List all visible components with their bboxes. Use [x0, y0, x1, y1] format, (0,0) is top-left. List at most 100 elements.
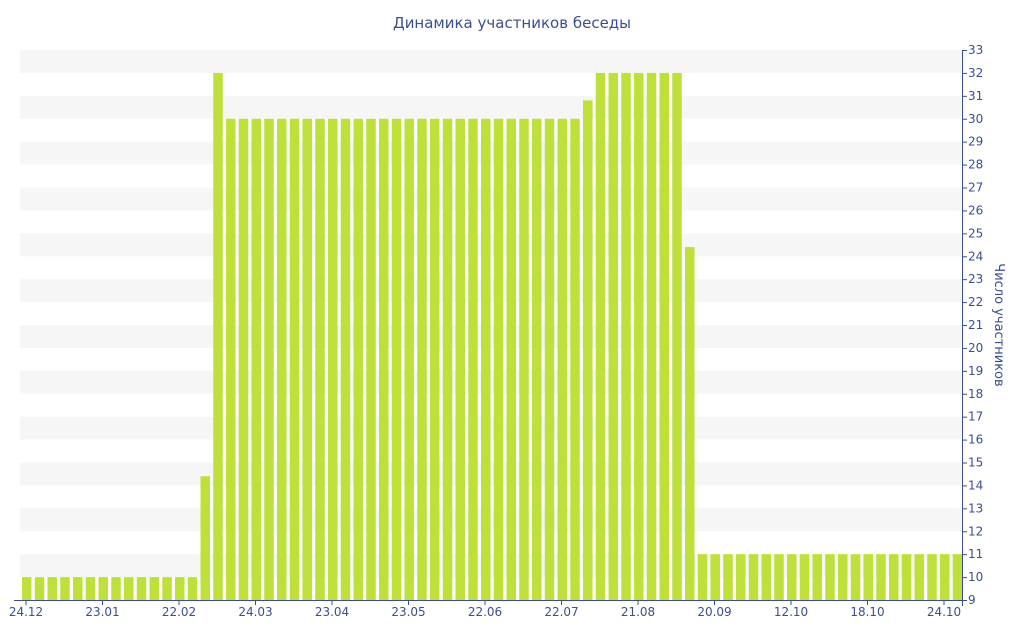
bar	[799, 554, 810, 600]
bar	[927, 554, 937, 600]
bar	[404, 118, 414, 600]
bar	[340, 118, 351, 600]
x-tick-label: 22.06	[468, 605, 502, 619]
y-tick-label: 16	[968, 433, 983, 447]
bar	[646, 72, 657, 601]
bar	[952, 554, 963, 600]
y-tick-label: 25	[968, 226, 983, 240]
bar	[685, 247, 695, 600]
grid-band	[20, 508, 962, 532]
y-tick-label: 12	[968, 524, 983, 538]
grid-band	[20, 233, 962, 257]
bar	[34, 577, 45, 600]
bar	[697, 554, 708, 600]
y-tick-label: 13	[968, 501, 983, 515]
y-tick-label: 33	[968, 43, 983, 57]
bar	[914, 554, 924, 600]
y-tick-label: 28	[968, 158, 983, 172]
bar	[863, 554, 873, 600]
x-tick-label: 24.12	[9, 605, 43, 619]
x-tick-label: 18.10	[850, 605, 884, 619]
bar	[430, 118, 440, 600]
bar	[570, 118, 580, 600]
bar	[251, 118, 261, 600]
x-tick-label: 21.08	[621, 605, 655, 619]
bar	[98, 577, 108, 600]
y-tick-label: 10	[968, 570, 983, 584]
grid-band	[20, 95, 962, 119]
grid-band	[20, 325, 962, 348]
y-tick-label: 14	[968, 478, 983, 492]
bars	[22, 72, 963, 601]
bar	[889, 554, 899, 600]
y-tick-label: 18	[968, 387, 983, 401]
x-tick-label: 23.04	[315, 605, 349, 619]
y-tick-label: 17	[968, 410, 983, 424]
x-tick-label: 12.10	[774, 605, 808, 619]
bar	[442, 118, 453, 600]
x-tick-label: 20.09	[697, 605, 731, 619]
bar	[238, 118, 249, 600]
bar	[213, 72, 223, 601]
x-tick-label: 23.01	[85, 605, 119, 619]
bar	[608, 72, 618, 601]
x-axis-ticks: 24.12 23.01 22.02 24.03 23.04 23.05 22.06 22.07…	[9, 600, 961, 619]
y-tick-label: 32	[968, 66, 983, 80]
x-tick-label: 23.05	[391, 605, 425, 619]
bar	[60, 577, 70, 600]
bar	[111, 577, 121, 600]
bar	[736, 554, 746, 600]
grid-bands	[20, 50, 962, 578]
bar	[557, 118, 567, 600]
bar	[366, 118, 376, 600]
y-tick-label: 19	[968, 364, 983, 378]
bar	[289, 118, 300, 600]
bar	[353, 118, 363, 600]
bar	[761, 554, 771, 600]
grid-band	[20, 416, 962, 440]
bar	[519, 118, 529, 600]
bar	[748, 554, 759, 600]
x-tick-label: 22.07	[544, 605, 578, 619]
bar	[710, 554, 720, 600]
bar	[264, 118, 274, 600]
bar	[85, 577, 96, 600]
grid-band	[20, 50, 962, 73]
bar	[876, 554, 886, 600]
y-tick-label: 20	[968, 341, 983, 355]
bar	[136, 577, 147, 600]
bar	[162, 577, 172, 600]
bar	[481, 118, 491, 600]
bar	[850, 554, 861, 600]
y-tick-label: 23	[968, 272, 983, 286]
bar	[391, 118, 402, 600]
y-axis-label: Число участников	[991, 263, 1006, 386]
bar	[200, 476, 210, 600]
bar	[226, 118, 236, 600]
y-tick-label: 29	[968, 135, 983, 149]
bar	[328, 118, 338, 600]
bar	[838, 554, 848, 600]
x-tick-label: 22.02	[162, 605, 196, 619]
y-tick-label: 31	[968, 89, 983, 103]
bar	[175, 577, 185, 600]
y-tick-label: 26	[968, 203, 983, 217]
bar	[634, 72, 644, 601]
bar	[149, 577, 159, 600]
bar	[47, 577, 57, 600]
grid-band	[20, 370, 962, 394]
y-tick-label: 30	[968, 112, 983, 126]
bar	[22, 577, 32, 600]
bar	[672, 72, 682, 601]
y-tick-label: 11	[968, 547, 983, 561]
bar	[583, 100, 593, 601]
bar	[544, 118, 555, 600]
y-axis-ticks: 9 10 11 12 13 14 15 16 17 18 19 20 21 22 23 24 25 26 27 28 2…	[962, 43, 983, 607]
grid-band	[20, 279, 962, 303]
bar	[901, 554, 912, 600]
y-tick-label: 9	[968, 593, 976, 607]
grid-band	[20, 141, 962, 165]
chart-title: Динамика участников беседы	[393, 14, 631, 32]
